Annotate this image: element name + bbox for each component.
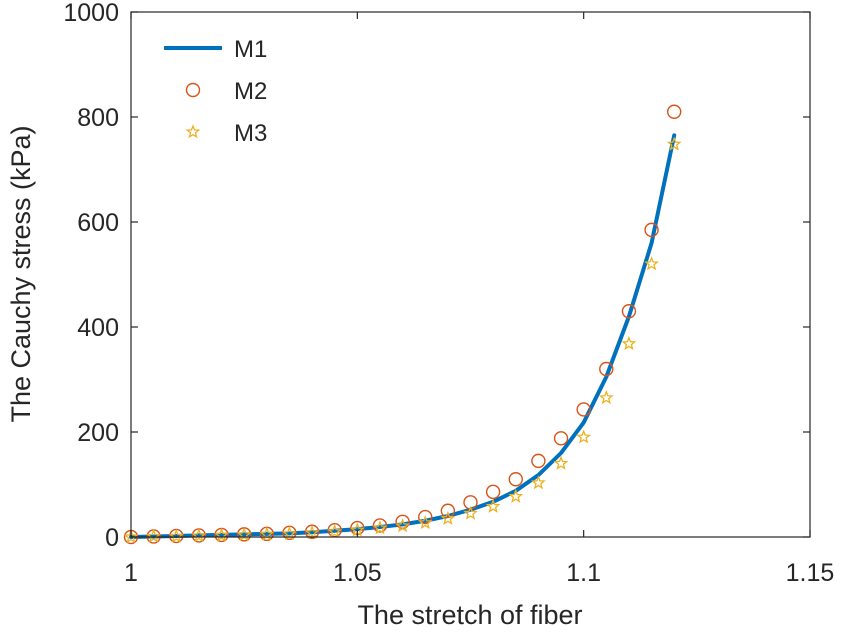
data-point — [372, 520, 388, 535]
legend-label: M1 — [234, 36, 267, 63]
data-point — [599, 361, 614, 377]
data-point — [666, 136, 682, 151]
data-point — [576, 429, 592, 444]
data-point — [123, 529, 139, 544]
data-point — [214, 527, 229, 542]
legend-entry-m1: M1 — [164, 36, 267, 63]
data-point — [417, 515, 433, 530]
data-point — [395, 518, 411, 533]
y-tick-label: 1000 — [63, 0, 119, 27]
legend-swatch — [185, 82, 201, 98]
ticks-layer: 1 1.05 1.1 1.15 0 200 400 600 800 1000 — [63, 0, 834, 587]
legend: M1 M2 M3 — [164, 36, 267, 147]
data-point — [304, 525, 320, 540]
data-point — [598, 390, 614, 405]
legend-label: M3 — [234, 120, 267, 147]
legend-entry-m3: M3 — [185, 120, 267, 147]
data-point — [463, 505, 478, 520]
data-point — [440, 510, 456, 525]
y-tick-label: 600 — [77, 209, 119, 237]
data-point — [418, 509, 433, 525]
data-point — [644, 256, 659, 271]
data-point — [372, 518, 388, 533]
data-point — [553, 431, 569, 446]
legend-swatch — [185, 124, 201, 139]
x-tick-label: 1 — [124, 559, 138, 587]
y-tick-label: 400 — [77, 314, 119, 342]
data-point — [440, 503, 456, 518]
y-tick-label: 800 — [77, 104, 119, 132]
data-point — [485, 484, 501, 500]
data-point — [146, 528, 162, 543]
plot-frame — [130, 11, 811, 538]
data-point — [530, 475, 546, 490]
data-point — [621, 336, 637, 351]
x-axis-label: The stretch of fiber — [357, 600, 582, 630]
series-line-m1 — [129, 133, 677, 539]
series-layer — [123, 104, 682, 545]
data-point — [485, 498, 501, 513]
legend-entry-m2: M2 — [185, 78, 267, 105]
data-point — [621, 304, 637, 319]
data-point — [667, 104, 682, 119]
data-point — [531, 453, 546, 469]
x-tick-label: 1.05 — [333, 559, 382, 587]
series-m1 — [129, 133, 677, 539]
data-point — [191, 528, 207, 543]
y-axis-label: The Cauchy stress (kPa) — [6, 125, 36, 422]
y-tick-label: 0 — [105, 524, 119, 552]
data-point — [576, 402, 591, 417]
data-point — [168, 528, 184, 543]
data-point — [508, 488, 524, 503]
data-point — [327, 523, 343, 539]
data-point — [508, 472, 523, 487]
y-tick-label: 200 — [77, 419, 119, 447]
legend-label: M2 — [234, 78, 267, 105]
x-tick-label: 1.1 — [566, 559, 601, 587]
data-point — [553, 455, 569, 470]
x-tick-label: 1.15 — [786, 559, 835, 587]
plot-area — [131, 12, 810, 537]
data-point — [644, 222, 659, 238]
